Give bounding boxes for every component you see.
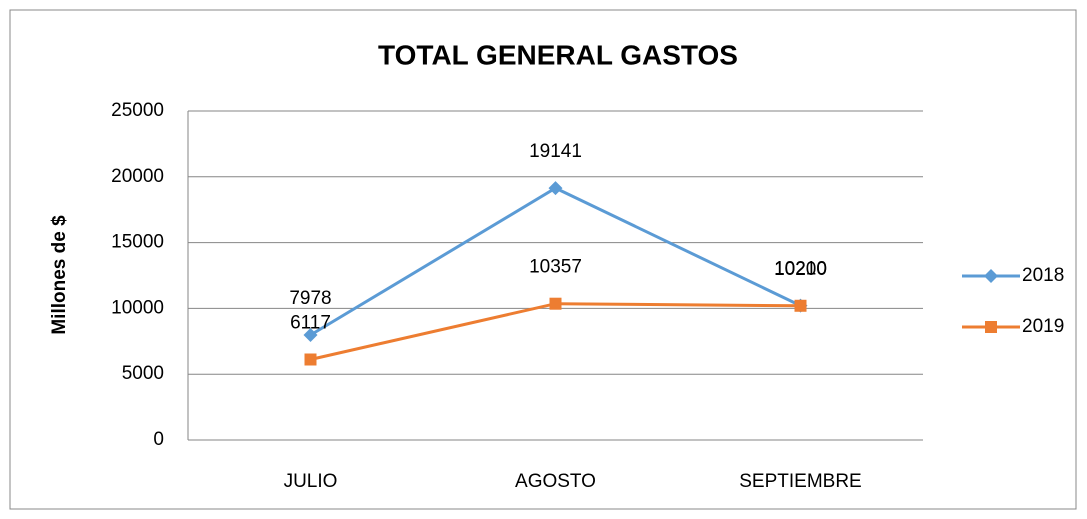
y-tick-label: 5000 (122, 363, 164, 384)
y-tick-label: 0 (153, 429, 164, 450)
y-tick-label: 20000 (111, 166, 164, 187)
x-tick-label: AGOSTO (515, 471, 596, 492)
y-axis-label: Millones de $ (49, 215, 70, 335)
data-point (794, 299, 807, 312)
legend-marker (984, 269, 998, 283)
data-label: 10200 (774, 259, 827, 280)
legend-label: 2019 (1022, 316, 1064, 337)
data-point (549, 297, 562, 310)
y-tick-label: 10000 (111, 297, 164, 318)
legend-label: 2018 (1022, 265, 1064, 286)
data-label: 19141 (529, 141, 582, 162)
data-label: 7978 (289, 288, 331, 309)
x-tick-label: JULIO (284, 471, 338, 492)
data-point (548, 181, 563, 196)
data-label: 10210 (774, 259, 827, 280)
data-label: 6117 (290, 313, 331, 334)
x-tick-label: SEPTIEMBRE (739, 471, 861, 492)
y-tick-label: 25000 (111, 100, 164, 121)
data-point (303, 328, 318, 343)
chart-title: TOTAL GENERAL GASTOS (378, 39, 738, 70)
y-tick-label: 15000 (111, 232, 164, 253)
data-point (304, 353, 317, 366)
data-label: 10357 (529, 257, 582, 278)
legend-marker (985, 321, 997, 333)
